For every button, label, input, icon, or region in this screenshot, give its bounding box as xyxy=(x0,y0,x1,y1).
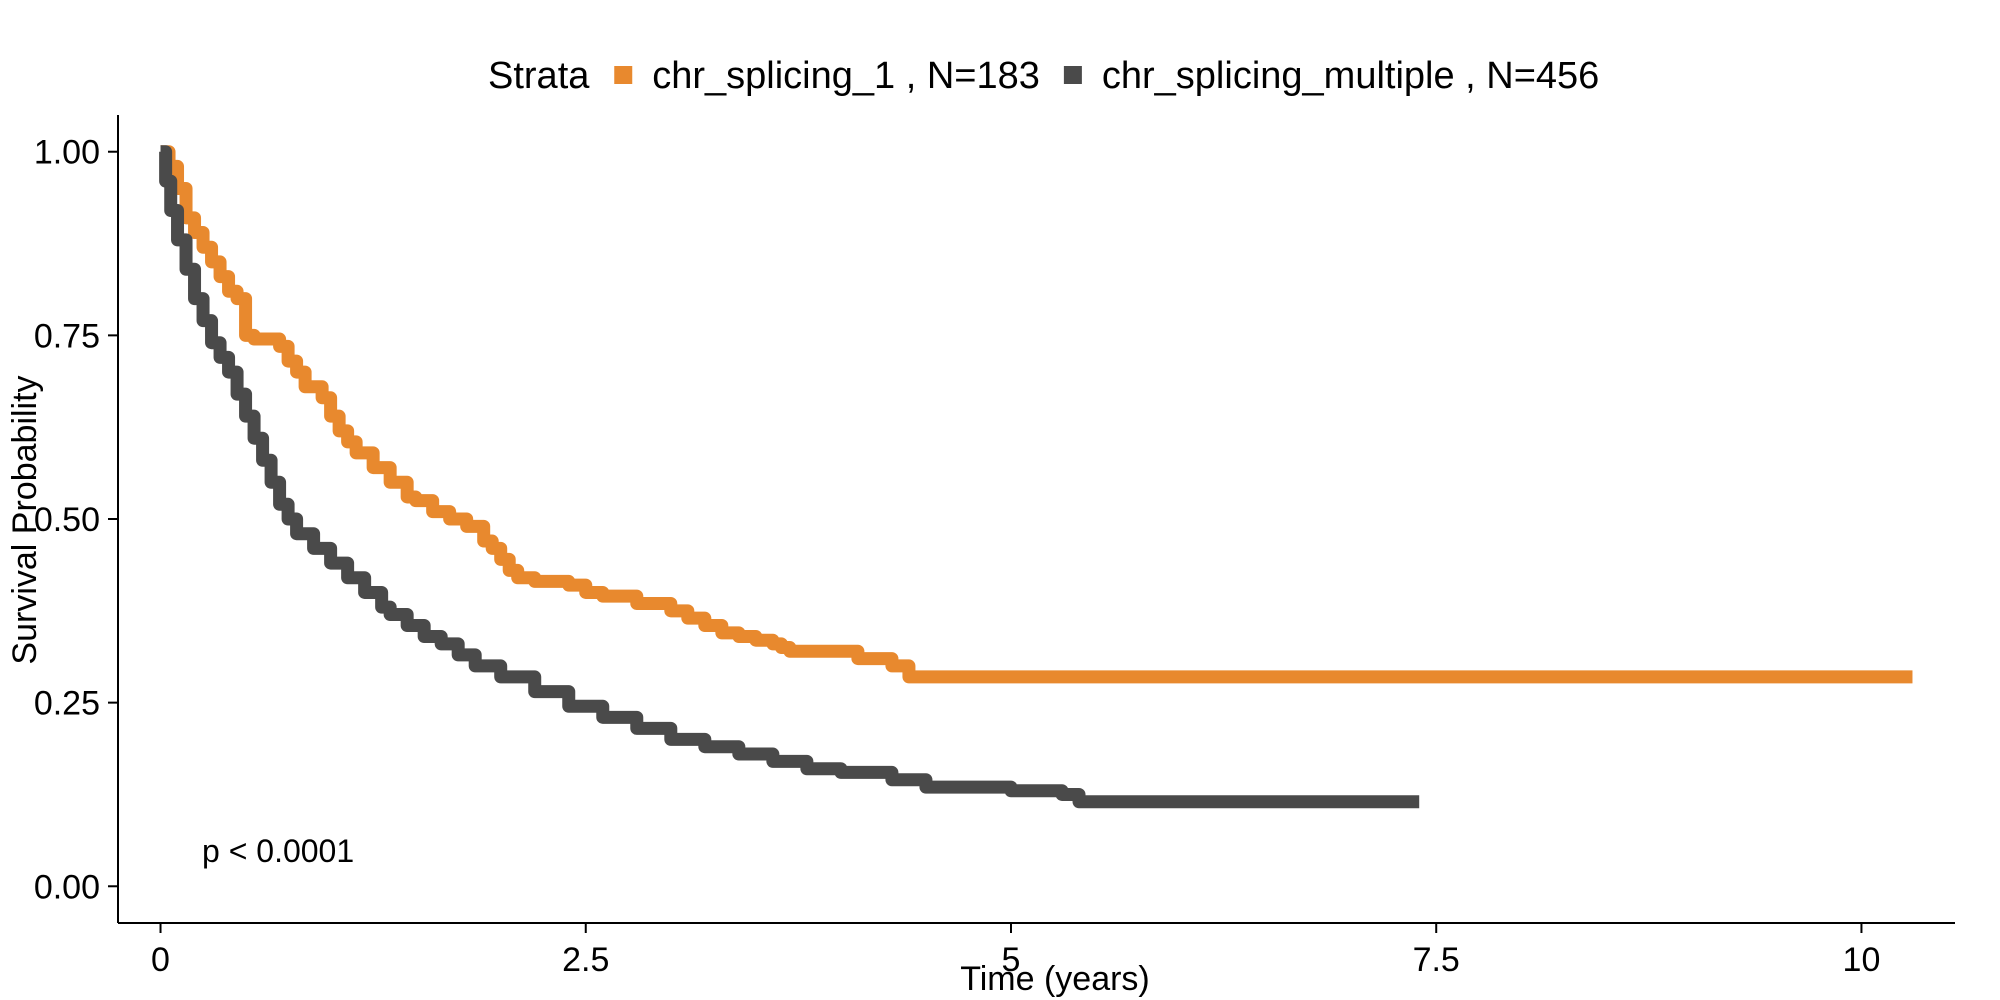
x-tick-label: 0 xyxy=(151,941,170,979)
legend-title: Strata xyxy=(488,55,590,97)
survival-curve-chr-splicing-1 xyxy=(160,145,1913,684)
y-tick-label: 0.75 xyxy=(34,317,100,355)
axes xyxy=(117,115,1955,924)
series-layer xyxy=(159,145,1913,809)
x-tick-label: 10 xyxy=(1843,941,1881,979)
x-tick-label: 7.5 xyxy=(1413,941,1460,979)
y-tick-label: 0.25 xyxy=(34,685,100,723)
survival-curve-chr-splicing-multiple xyxy=(159,145,1420,809)
legend-swatch xyxy=(1063,66,1082,84)
legend-entry-label: chr_splicing_1 , N=183 xyxy=(652,55,1040,97)
x-tick-label: 2.5 xyxy=(562,941,609,979)
y-axis-title: Survival Probability xyxy=(6,375,44,664)
legend-swatch xyxy=(614,66,633,84)
y-tick-label: 0.00 xyxy=(34,868,100,906)
legend-entry-label: chr_splicing_multiple , N=456 xyxy=(1102,55,1599,97)
y-tick-label: 1.00 xyxy=(34,134,100,172)
y-tick-label: 0.50 xyxy=(34,501,100,539)
legend: Strata chr_splicing_1 , N=183 chr_splicin… xyxy=(488,55,1599,97)
x-axis-title: Time (years) xyxy=(960,960,1150,998)
p-value-annotation: p < 0.0001 xyxy=(202,833,354,869)
x-tick-label: 5 xyxy=(1002,941,1021,979)
